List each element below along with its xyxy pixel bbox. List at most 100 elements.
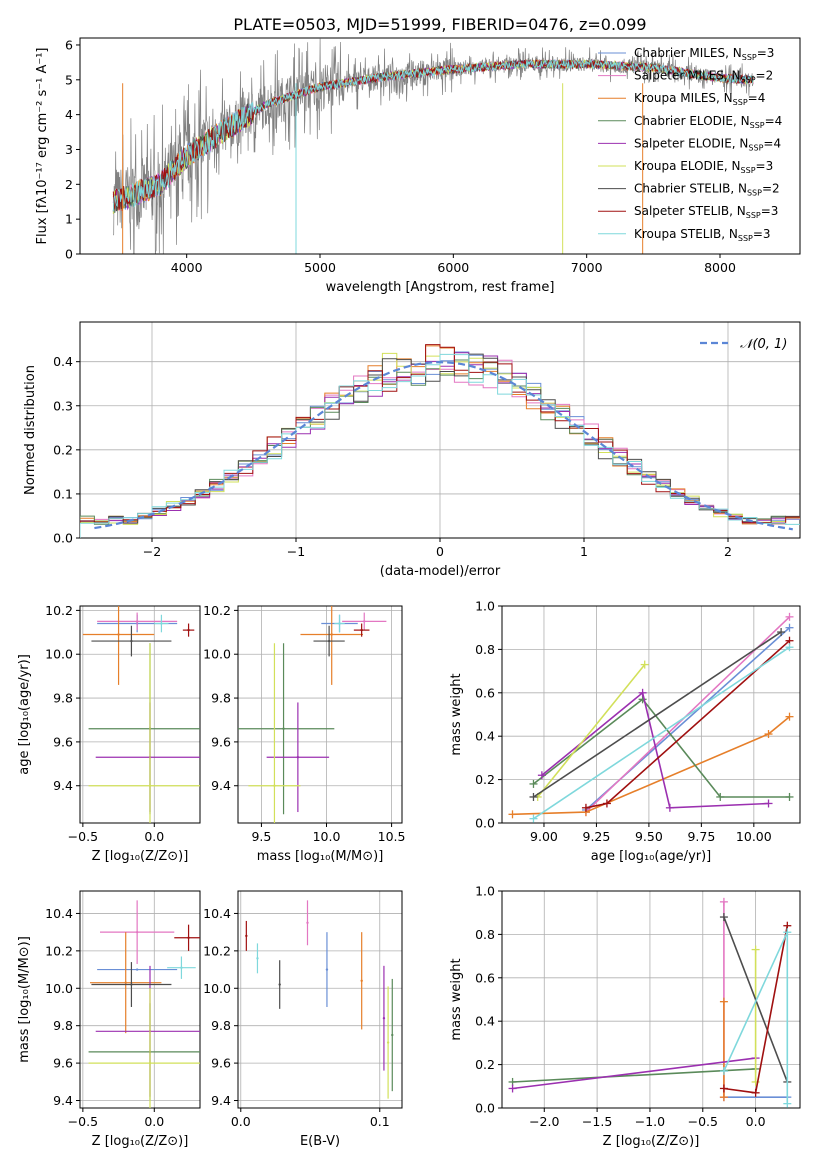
x-tick-label: 0.0	[746, 1114, 766, 1129]
x-tick-label: −0.5	[68, 1114, 98, 1129]
x-axis-label: wavelength [Angstrom, rest frame]	[326, 280, 555, 295]
normal-curve	[94, 360, 793, 531]
y-tick-label: 10.0	[45, 981, 73, 996]
x-axis-label: Z [log₁₀(Z/Z⊙)]	[92, 1134, 189, 1149]
y-tick-label: 10.0	[203, 981, 231, 996]
y-tick-label: 0.6	[475, 970, 495, 985]
y-tick-label: 9.6	[53, 1056, 73, 1071]
plot-area	[80, 344, 800, 538]
x-axis-label: (data-model)/error	[380, 564, 501, 579]
figure-title: PLATE=0503, MJD=51999, FIBERID=0476, z=0…	[233, 15, 646, 34]
legend-label: Salpeter STELIB, NSSP=3	[634, 204, 778, 220]
y-axis-label: mass weight	[449, 958, 464, 1040]
data-point	[327, 639, 331, 643]
y-tick-label: 1.0	[475, 884, 495, 899]
x-tick-label: 10.00	[736, 829, 772, 844]
data-point	[180, 966, 183, 969]
weight-line	[512, 716, 791, 816]
legend-subscript: SSP	[741, 166, 756, 175]
data-point	[338, 622, 341, 625]
x-tick-label: 0	[436, 544, 444, 559]
spectrum-panel: 4000 5000 6000 7000 8000 0 1 2 3 4 5 6 wavelength [A…	[35, 37, 801, 295]
y-tick-label: 0.6	[475, 685, 495, 700]
weight-line	[533, 646, 790, 820]
data-point	[282, 727, 285, 730]
legend-value: =2	[756, 69, 774, 83]
data-point	[306, 921, 309, 925]
y-tick-label: 9.6	[53, 734, 73, 749]
residual-legend: 𝒩(0, 1)	[700, 337, 787, 352]
y-axis-label: Flux [fλ10⁻¹⁷ erg cm⁻² s⁻¹ A⁻¹]	[35, 48, 50, 245]
plot-area	[508, 612, 794, 823]
legend-label: Kroupa MILES, NSSP=4	[634, 91, 765, 107]
axes-frame	[79, 605, 201, 824]
data-point	[148, 1061, 152, 1065]
data-point	[391, 1033, 394, 1037]
data-point	[360, 628, 363, 632]
x-tick-label: 2	[724, 544, 732, 559]
data-point	[124, 981, 127, 984]
y-tick-label: 10.2	[45, 943, 73, 958]
data-point	[160, 622, 163, 625]
y-tick-label: 0	[65, 247, 73, 262]
y-tick-label: 2	[65, 177, 73, 192]
y-tick-label: 9.6	[211, 1056, 231, 1071]
model-spectrum	[112, 58, 754, 212]
data-point	[135, 620, 139, 623]
data-point	[148, 784, 152, 787]
legend-value: =3	[756, 159, 774, 173]
data-point	[135, 930, 139, 934]
legend-value: =4	[765, 114, 783, 128]
x-axis-label: age [log₁₀(age/yr)]	[591, 849, 712, 864]
weight-age-panel: 9.00 9.25 9.50 9.75 10.00 0.0 0.2 0.4 0.6 0.8 1.0 a…	[449, 599, 801, 864]
data-point	[245, 934, 248, 938]
x-axis-label: E(B-V)	[300, 1134, 340, 1149]
legend-subscript: SSP	[746, 211, 761, 220]
data-point	[256, 957, 259, 960]
x-tick-label: 1	[580, 544, 588, 559]
x-tick-label: 9.75	[687, 829, 715, 844]
data-point	[130, 639, 133, 643]
x-tick-label: 0.0	[144, 829, 164, 844]
x-tick-label: −1.5	[582, 1114, 612, 1129]
data-point	[273, 784, 276, 787]
data-point	[187, 628, 190, 632]
y-tick-label: 0.2	[53, 442, 73, 457]
axes-frame	[79, 890, 201, 1109]
legend-label: Chabrier MILES, NSSP=3	[634, 46, 774, 62]
y-tick-label: 0.8	[475, 642, 495, 657]
y-tick-label: 1	[65, 212, 73, 227]
plot-area	[88, 900, 200, 1108]
axes-frame	[79, 37, 801, 255]
y-tick-label: 0.3	[53, 398, 73, 413]
y-tick-label: 9.8	[53, 691, 73, 706]
weight-line	[512, 1068, 756, 1083]
y-tick-label: 9.8	[211, 1018, 231, 1033]
y-tick-label: 0.4	[475, 1014, 495, 1029]
x-tick-label: 10.0	[313, 829, 341, 844]
legend-label: 𝒩(0, 1)	[740, 337, 787, 352]
legend-label: Chabrier ELODIE, NSSP=4	[634, 114, 782, 130]
y-tick-label: 0.0	[475, 1101, 495, 1116]
spectrum-legend: Chabrier MILES, NSSP=3 Salpeter MILES, NS…	[598, 46, 782, 243]
metallicity-mass-panel: −0.5 0.0 9.4 9.6 9.8 10.0 10.2 10.4 Z [log₁₀(Z/Z…	[17, 890, 201, 1149]
data-point	[135, 968, 139, 971]
y-tick-label: 0.2	[475, 1057, 495, 1072]
data-point	[360, 979, 363, 982]
axes-frame	[237, 890, 403, 1109]
y-tick-label: 10.4	[203, 906, 231, 921]
x-tick-label: −1	[287, 544, 305, 559]
y-tick-label: 1.0	[475, 599, 495, 614]
legend-label: Chabrier STELIB, NSSP=2	[634, 182, 780, 198]
data-point	[386, 1041, 390, 1044]
weight-metallicity-panel: −2.0 −1.5 −1.0 −0.5 0.0 0.0 0.2 0.4 0.6 0.8 1.0 Z […	[449, 884, 801, 1149]
data-point	[296, 756, 300, 759]
legend-subscript: SSP	[733, 98, 748, 107]
y-axis-label: mass [log₁₀(M/M⊙)]	[17, 936, 32, 1063]
legend-subscript: SSP	[750, 121, 765, 130]
plot-area	[245, 900, 394, 1099]
y-tick-label: 0.1	[53, 486, 73, 501]
legend-value: =3	[757, 46, 775, 60]
x-tick-label: 0.1	[370, 1114, 390, 1129]
